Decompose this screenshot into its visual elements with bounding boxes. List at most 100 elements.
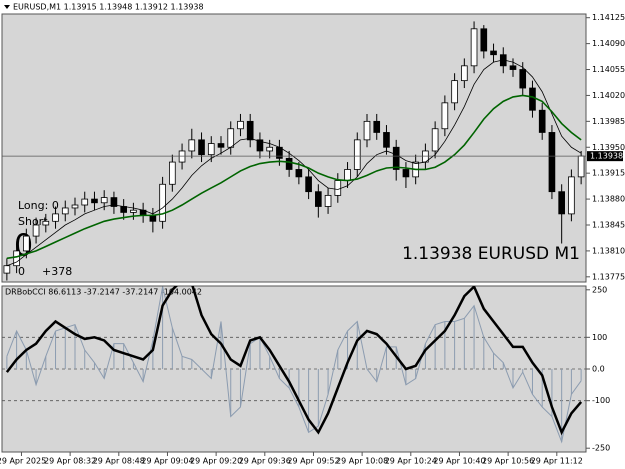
- candle-body: [266, 146, 273, 152]
- candle-body: [52, 213, 59, 222]
- indicator-line: [6, 94, 582, 260]
- x-tick-label: 29 Apr 11:12: [531, 457, 583, 466]
- candle-body: [548, 132, 556, 193]
- x-tick-label: 29 Apr 10:08: [336, 457, 388, 466]
- candle-body: [159, 183, 166, 222]
- long-label: Long: 0: [18, 199, 59, 212]
- short-label: Short: [18, 215, 48, 228]
- candle-body: [305, 176, 312, 193]
- candle-body: [285, 157, 293, 170]
- candle-body: [295, 169, 303, 178]
- candle-body: [392, 146, 400, 170]
- y-tick-label: 1.13985: [592, 117, 625, 126]
- y-tick-label: 250: [592, 285, 607, 294]
- candle-body: [577, 155, 585, 178]
- indicator-line: [6, 59, 582, 267]
- indicator-panel: [1, 285, 587, 453]
- indicator-line: [5, 286, 583, 436]
- candle-body: [42, 220, 50, 226]
- y-tick-label: -100: [592, 396, 610, 405]
- x-tick-label: 29 Apr 10:24: [385, 457, 437, 466]
- price-title: EURUSD,M1 1.13915 1.13948 1.13912 1.1393…: [13, 3, 204, 12]
- candle-body: [529, 87, 536, 111]
- x-tick-label: 29 Apr 08:32: [44, 457, 96, 466]
- candle-body: [32, 224, 40, 237]
- candle-body: [198, 139, 205, 156]
- candle-body: [256, 139, 264, 152]
- candle-body: [461, 65, 468, 82]
- x-tick-label: 29 Apr 10:56: [482, 457, 534, 466]
- menu-arrow[interactable]: [4, 5, 10, 9]
- candle-body: [71, 204, 79, 209]
- plot-area: [2, 286, 586, 444]
- candle-body: [23, 235, 30, 252]
- candle-body: [431, 128, 439, 152]
- y-tick-label: 1.13880: [592, 195, 625, 204]
- candle-body: [441, 102, 449, 130]
- candle-body: [246, 120, 254, 141]
- candle-body: [324, 194, 332, 207]
- candle-body: [519, 69, 527, 89]
- y-tick-label: 1.13950: [592, 143, 625, 152]
- candle-body: [451, 80, 458, 104]
- indicator-title: DRBobCCI 86.6113 -37.2147 -37.2147 -104.…: [5, 288, 202, 297]
- y-tick-label: 1.14090: [592, 39, 625, 48]
- candle-body: [188, 139, 196, 152]
- candle-body: [344, 169, 351, 181]
- candle-body: [237, 120, 244, 130]
- candle-body: [13, 250, 20, 267]
- candle-body: [509, 65, 517, 70]
- candle-body: [100, 197, 108, 204]
- y-tick-label: 0.0: [592, 365, 605, 374]
- last-price-label: 1.13938: [590, 152, 623, 161]
- zero-label: 0: [18, 265, 25, 278]
- y-tick-label: 1.14055: [592, 65, 625, 74]
- x-tick-label: 29 Apr 10:40: [433, 457, 485, 466]
- candle-body: [538, 109, 546, 133]
- x-tick-label: 29 Apr 09:36: [239, 457, 291, 466]
- y-tick-label: 1.14020: [592, 91, 625, 100]
- candle-body: [91, 198, 98, 204]
- x-tick-label: 29 Apr 09:04: [141, 457, 193, 466]
- candle-body: [315, 191, 322, 207]
- candle-body: [81, 198, 89, 206]
- y-tick-label: 1.13810: [592, 246, 625, 255]
- x-tick-label: 29 Apr 09:20: [190, 457, 242, 466]
- candle-body: [480, 28, 488, 52]
- candle-body: [363, 120, 371, 141]
- candle-body: [373, 120, 381, 133]
- last-price-box: [587, 151, 623, 162]
- y-tick-label: 100: [592, 333, 607, 342]
- candle-body: [120, 206, 127, 213]
- profit-label: +378: [42, 265, 72, 278]
- candle-body: [227, 128, 235, 148]
- candle-body: [383, 132, 390, 148]
- candle-body: [353, 139, 361, 170]
- candle-body: [207, 143, 215, 156]
- candle-body: [568, 176, 575, 215]
- y-tick-label: 1.13915: [592, 169, 625, 178]
- x-tick-label: 29 Apr 2025: [0, 457, 46, 466]
- candle-body: [130, 209, 137, 213]
- candle-body: [3, 265, 11, 274]
- candle-body: [402, 169, 410, 178]
- indicator-line: [6, 286, 582, 444]
- price-panel: [1, 13, 587, 283]
- candle-body: [110, 197, 118, 207]
- y-tick-label: 1.14125: [592, 13, 625, 22]
- symbol-label: 1.13938 EURUSD M1: [402, 244, 580, 264]
- candle-body: [61, 207, 69, 215]
- candle-body: [169, 161, 176, 185]
- candle-body: [558, 191, 565, 215]
- x-tick-label: 29 Apr 08:48: [93, 457, 145, 466]
- candle-body: [470, 28, 478, 67]
- y-tick-label: 1.13775: [592, 272, 625, 281]
- candle-body: [149, 214, 157, 222]
- y-tick-label: 1.13845: [592, 220, 625, 229]
- candle-body: [217, 143, 225, 148]
- y-tick-label: -250: [592, 444, 610, 453]
- candle-body: [490, 50, 497, 56]
- candle-body: [334, 180, 342, 196]
- x-tick-label: 29 Apr 09:52: [287, 457, 339, 466]
